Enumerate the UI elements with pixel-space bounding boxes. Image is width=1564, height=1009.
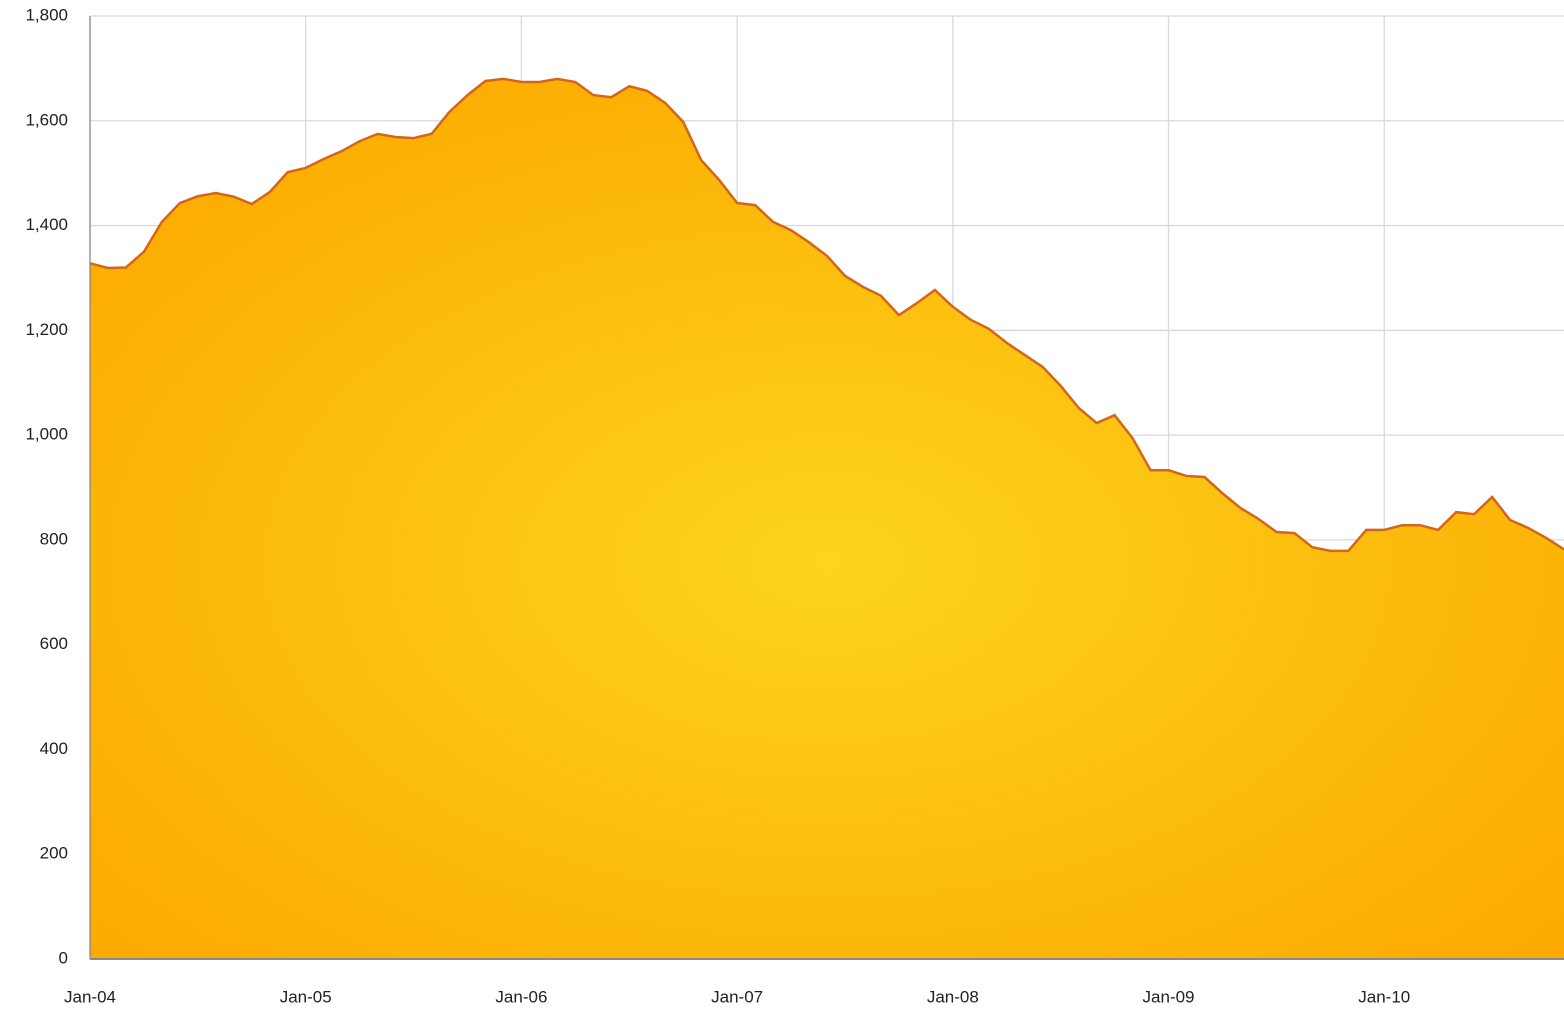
x-tick-label: Jan-05 xyxy=(280,987,332,1006)
y-tick-label: 600 xyxy=(40,634,68,653)
y-tick-label: 800 xyxy=(40,529,68,548)
y-tick-label: 200 xyxy=(40,844,68,863)
y-tick-label: 0 xyxy=(59,948,68,967)
y-tick-label: 1,600 xyxy=(25,110,68,129)
y-tick-label: 400 xyxy=(40,739,68,758)
x-tick-label: Jan-04 xyxy=(64,987,116,1006)
x-tick-label: Jan-06 xyxy=(495,987,547,1006)
x-tick-label: Jan-09 xyxy=(1143,987,1195,1006)
x-tick-label: Jan-08 xyxy=(927,987,979,1006)
y-tick-label: 1,800 xyxy=(25,5,68,24)
y-tick-label: 1,400 xyxy=(25,215,68,234)
x-tick-label: Jan-10 xyxy=(1358,987,1410,1006)
y-tick-label: 1,000 xyxy=(25,425,68,444)
y-tick-label: 1,200 xyxy=(25,320,68,339)
x-tick-label: Jan-07 xyxy=(711,987,763,1006)
area-line xyxy=(89,77,1564,553)
area xyxy=(90,78,1564,959)
